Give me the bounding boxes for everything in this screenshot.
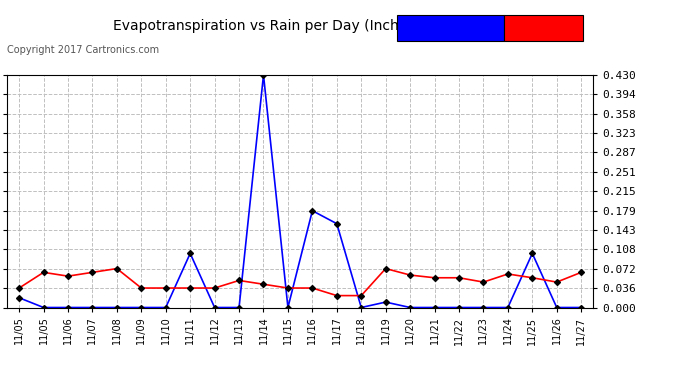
Text: Copyright 2017 Cartronics.com: Copyright 2017 Cartronics.com: [7, 45, 159, 55]
Text: Rain  (Inches): Rain (Inches): [402, 23, 483, 33]
Text: ET  (Inches): ET (Inches): [509, 23, 578, 33]
Text: Evapotranspiration vs Rain per Day (Inches) 20171128: Evapotranspiration vs Rain per Day (Inch…: [112, 19, 495, 33]
